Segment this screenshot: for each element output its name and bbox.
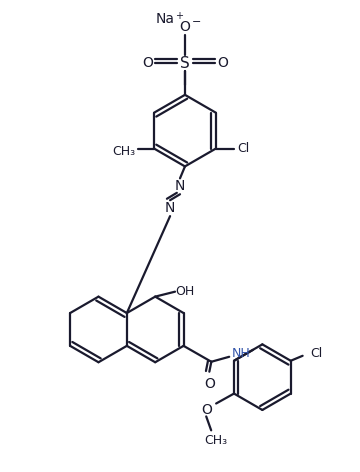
Text: −: −: [192, 17, 201, 27]
Text: Cl: Cl: [310, 347, 323, 360]
Text: S: S: [180, 56, 190, 70]
Text: Na: Na: [155, 12, 174, 26]
Text: O: O: [204, 377, 215, 391]
Text: OH: OH: [175, 285, 195, 298]
Text: N: N: [175, 179, 185, 194]
Text: NH: NH: [232, 347, 251, 360]
Text: O: O: [142, 56, 153, 70]
Text: CH₃: CH₃: [204, 434, 228, 447]
Text: CH₃: CH₃: [113, 145, 136, 158]
Text: O: O: [217, 56, 228, 70]
Text: N: N: [165, 201, 175, 215]
Text: Cl: Cl: [238, 142, 250, 155]
Text: O: O: [201, 404, 212, 417]
Text: +: +: [175, 11, 183, 21]
Text: O: O: [180, 20, 190, 34]
